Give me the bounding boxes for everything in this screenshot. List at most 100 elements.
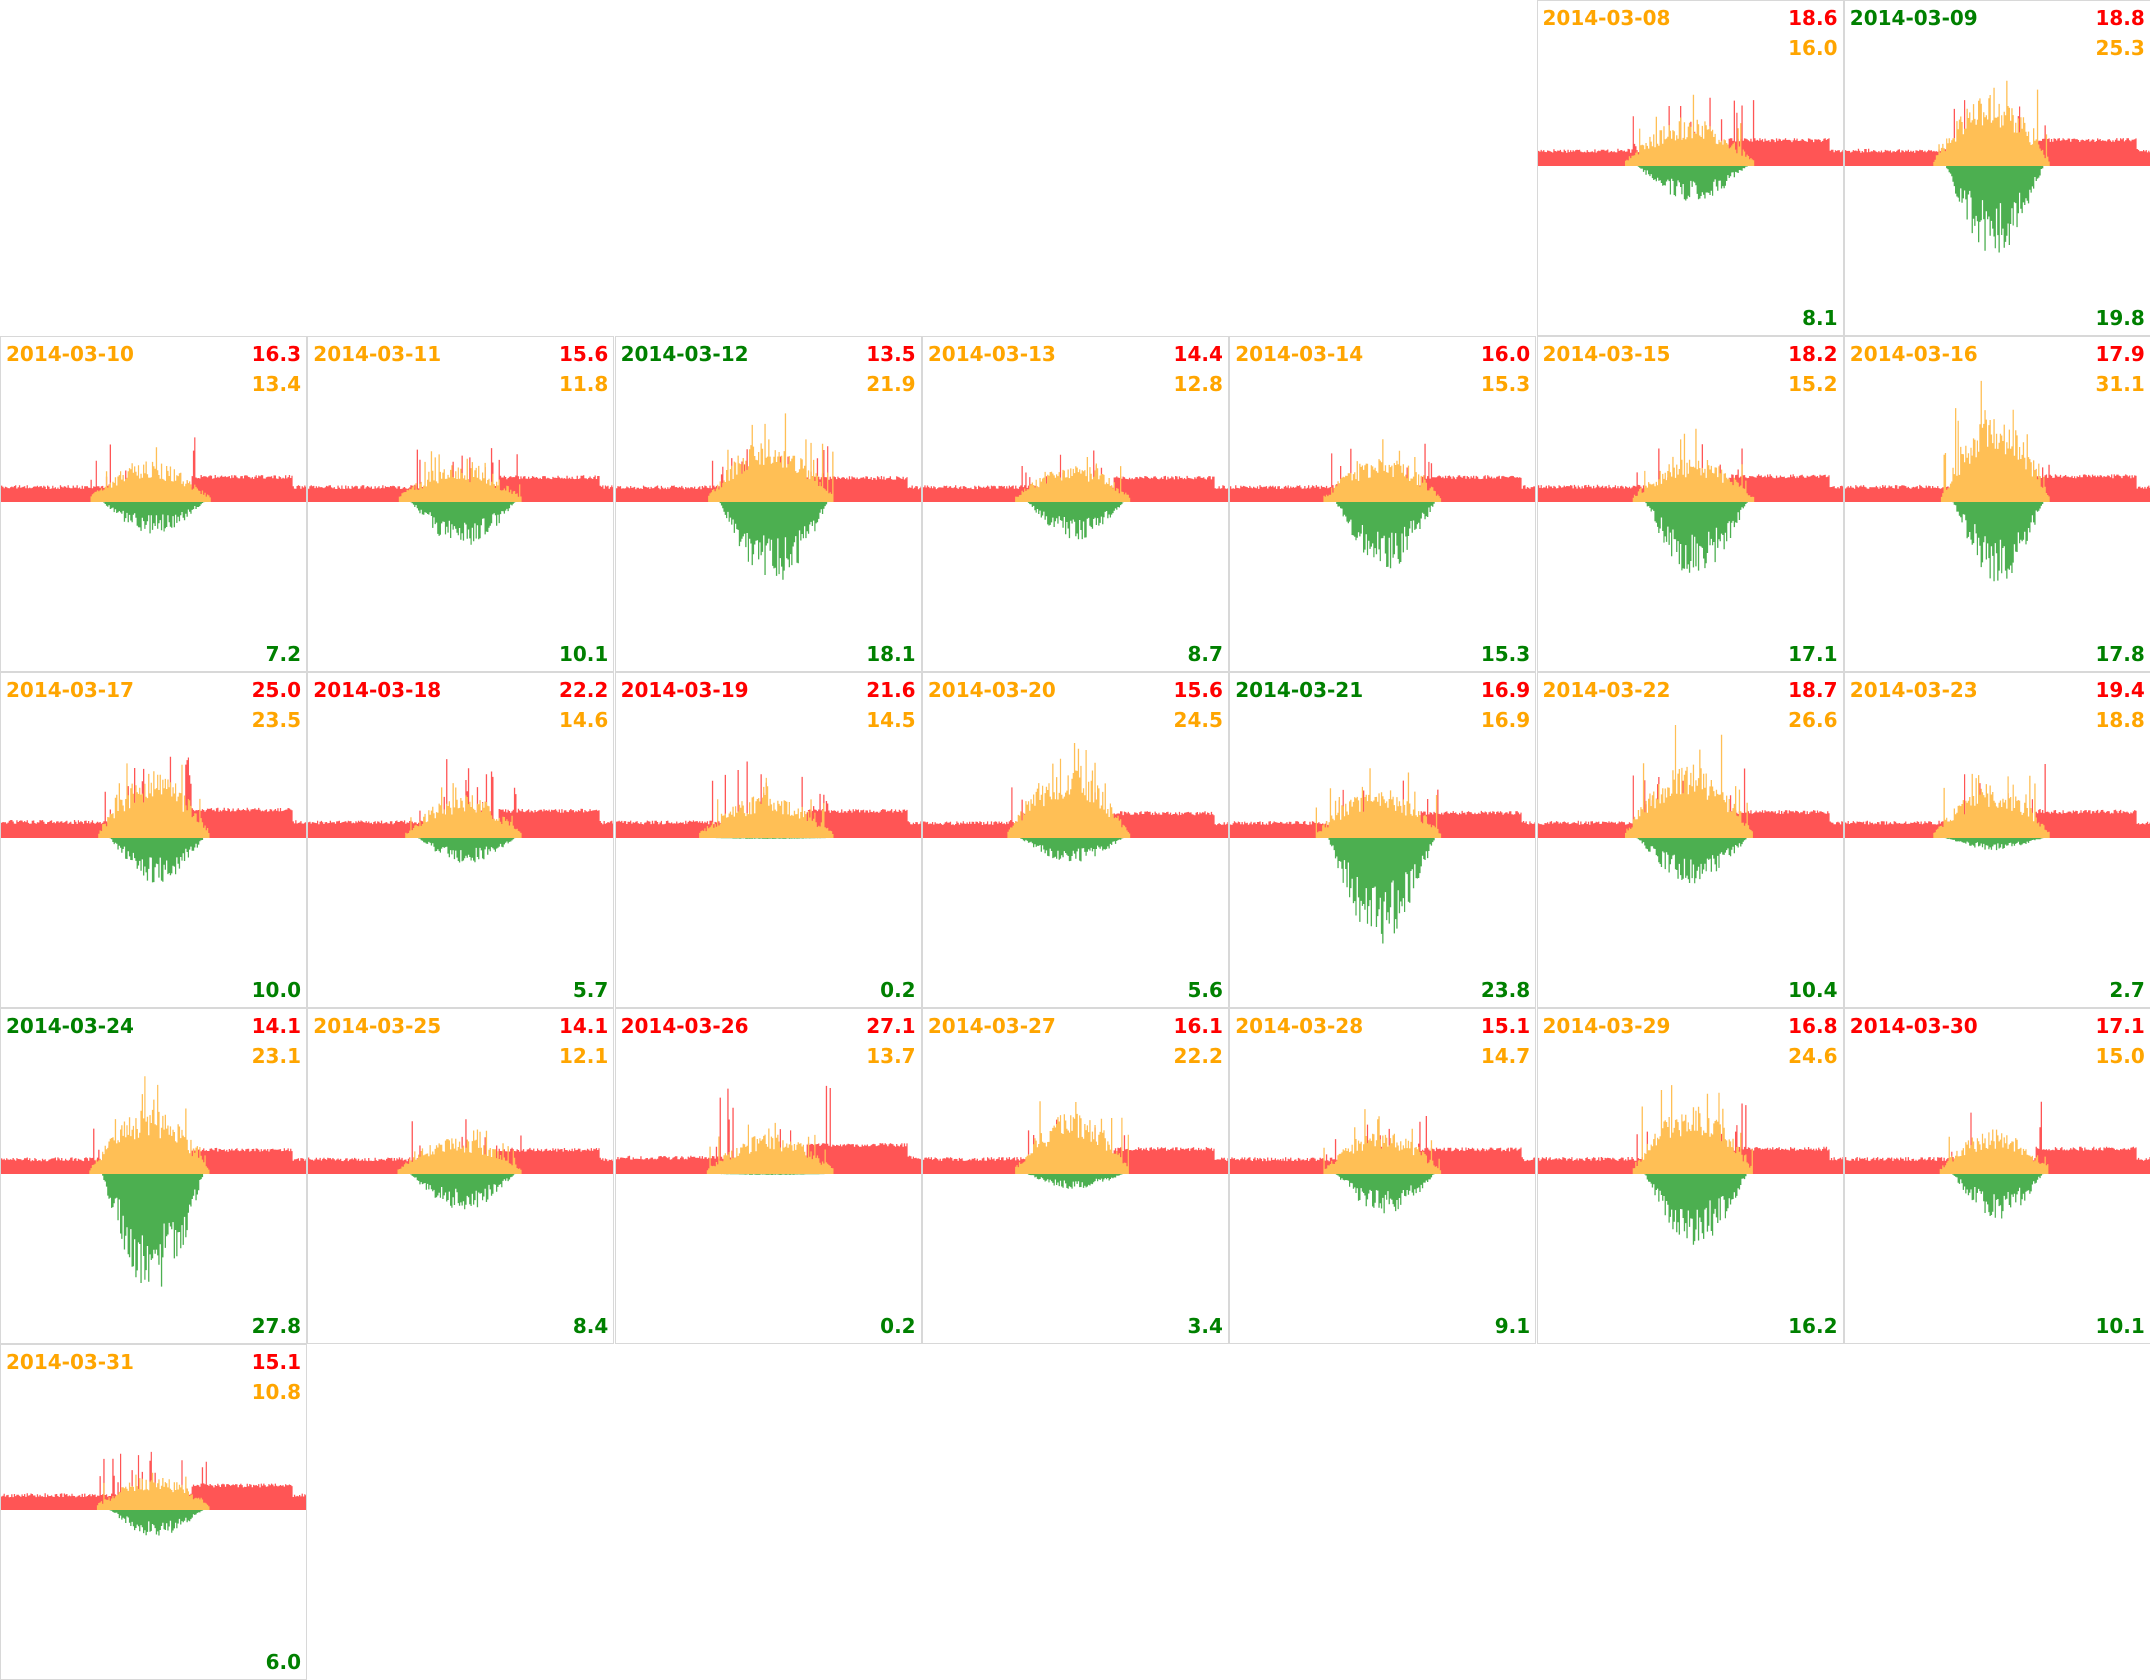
day-cell-2014-03-13: 2014-03-13 14.4 12.8 8.7	[921, 336, 1229, 672]
grid-export-value: 18.1	[866, 642, 916, 666]
day-date-label: 2014-03-18	[313, 678, 442, 702]
export-area	[1537, 1174, 1843, 1245]
production-area	[1537, 1085, 1843, 1174]
day-cell-2014-03-08: 2014-03-08 18.6 16.0 8.1	[1536, 0, 1844, 336]
export-area	[308, 502, 614, 545]
day-date-label: 2014-03-10	[6, 342, 134, 366]
production-area	[1230, 1109, 1536, 1174]
grid-import-value: 16.1	[1173, 1014, 1223, 1038]
solar-production-value: 18.8	[2095, 708, 2145, 732]
production-area	[922, 457, 1228, 502]
grid-export-value: 17.8	[2095, 642, 2145, 666]
export-area	[1, 1510, 306, 1536]
day-cell-2014-03-17: 2014-03-17 25.0 23.5 10.0	[0, 672, 307, 1008]
grid-export-value: 8.1	[1802, 306, 1838, 330]
day-chart	[1844, 1101, 2150, 1219]
grid-import-value: 18.6	[1788, 6, 1838, 30]
day-chart	[1537, 428, 1843, 573]
production-area	[1230, 439, 1536, 502]
production-area	[1, 1472, 306, 1510]
day-chart	[1537, 1085, 1843, 1245]
day-date-label: 2014-03-17	[6, 678, 134, 702]
day-cell-2014-03-28: 2014-03-28 15.1 14.7 9.1	[1229, 1008, 1537, 1344]
solar-production-value: 25.3	[2095, 36, 2145, 60]
grid-import-value: 15.6	[1173, 678, 1223, 702]
export-area	[615, 1174, 921, 1175]
grid-import-value: 15.6	[558, 342, 609, 366]
day-chart	[1230, 768, 1536, 944]
day-cell-2014-03-19: 2014-03-19 21.6 14.5 0.2	[614, 672, 922, 1008]
production-area	[1230, 768, 1536, 838]
day-date-label: 2014-03-15	[1542, 342, 1671, 366]
solar-production-value: 14.6	[558, 708, 609, 732]
day-date-label: 2014-03-14	[1235, 342, 1364, 366]
day-chart	[308, 759, 614, 863]
export-area	[308, 1174, 614, 1210]
day-date-label: 2014-03-13	[927, 342, 1056, 366]
day-date-label: 2014-03-22	[1542, 678, 1671, 702]
grid-import-value: 18.7	[1788, 678, 1838, 702]
day-date-label: 2014-03-31	[6, 1350, 134, 1374]
solar-production-value: 26.6	[1788, 708, 1838, 732]
day-chart	[1844, 80, 2150, 253]
day-chart	[1844, 380, 2150, 582]
grid-export-value: 9.1	[1494, 1314, 1531, 1338]
grid-export-value: 10.1	[558, 642, 609, 666]
solar-production-value: 24.5	[1173, 708, 1223, 732]
day-chart	[1844, 764, 2150, 851]
consumption-area	[1537, 444, 1843, 502]
production-area	[1, 447, 306, 502]
export-area	[1537, 502, 1843, 573]
day-cell-2014-03-21: 2014-03-21 16.9 16.9 23.8	[1229, 672, 1537, 1008]
consumption-area	[922, 787, 1228, 838]
export-area	[1844, 502, 2150, 582]
day-date-label: 2014-03-09	[1849, 6, 1978, 30]
production-area	[1537, 94, 1843, 166]
day-cell-2014-03-26: 2014-03-26 27.1 13.7 0.2	[614, 1008, 922, 1344]
export-area	[308, 838, 614, 863]
day-cell-2014-03-24: 2014-03-24 14.1 23.1 27.8	[0, 1008, 307, 1344]
export-area	[1537, 166, 1843, 201]
day-cell-2014-03-14: 2014-03-14 16.0 15.3 15.3	[1229, 336, 1537, 672]
day-cell-2014-03-23: 2014-03-23 19.4 18.8 2.7	[1843, 672, 2150, 1008]
solar-production-value: 11.8	[558, 372, 609, 396]
export-area	[1230, 1174, 1536, 1214]
production-area	[1537, 428, 1843, 502]
day-date-label: 2014-03-27	[927, 1014, 1056, 1038]
grid-import-value: 18.2	[1788, 342, 1838, 366]
export-area	[1537, 838, 1843, 884]
consumption-area	[615, 446, 921, 502]
export-area	[1230, 502, 1536, 569]
solar-production-value: 12.8	[1173, 372, 1223, 396]
grid-export-value: 19.8	[2095, 306, 2145, 330]
export-area	[922, 1174, 1228, 1189]
consumption-area	[615, 1085, 921, 1174]
grid-export-value: 23.8	[1480, 978, 1531, 1002]
day-date-label: 2014-03-28	[1235, 1014, 1364, 1038]
day-chart	[1537, 725, 1843, 884]
day-chart	[1230, 1109, 1536, 1214]
grid-import-value: 17.9	[2095, 342, 2145, 366]
grid-import-value: 14.1	[558, 1014, 609, 1038]
solar-production-value: 15.0	[2095, 1044, 2145, 1068]
grid-export-value: 10.0	[251, 978, 301, 1002]
solar-production-value: 14.7	[1480, 1044, 1531, 1068]
consumption-area	[1, 1128, 306, 1174]
production-area	[1537, 725, 1843, 838]
consumption-area	[308, 759, 614, 838]
consumption-area	[1, 1451, 306, 1510]
grid-import-value: 15.1	[1480, 1014, 1531, 1038]
grid-import-value: 27.1	[866, 1014, 916, 1038]
grid-export-value: 16.2	[1788, 1314, 1838, 1338]
export-area	[922, 502, 1228, 540]
day-cell-2014-03-22: 2014-03-22 18.7 26.6 10.4	[1536, 672, 1844, 1008]
production-area	[308, 451, 614, 502]
solar-production-value: 12.1	[558, 1044, 609, 1068]
grid-export-value: 15.3	[1480, 642, 1531, 666]
export-area	[615, 838, 921, 839]
production-area	[1844, 773, 2150, 838]
grid-export-value: 5.6	[1187, 978, 1223, 1002]
day-date-label: 2014-03-23	[1849, 678, 1978, 702]
day-date-label: 2014-03-24	[6, 1014, 134, 1038]
grid-export-value: 8.4	[572, 1314, 609, 1338]
